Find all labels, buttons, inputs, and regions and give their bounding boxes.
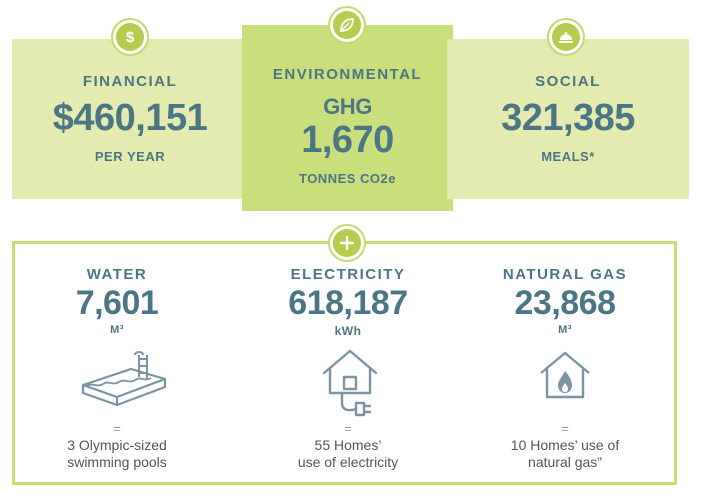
natural-gas-label: NATURAL GAS (502, 266, 628, 283)
environmental-value: 1,670 (301, 119, 394, 161)
natural-gas-desc-line2: natural gas” (528, 454, 602, 470)
water-equals: = (113, 421, 121, 436)
electricity-desc-line2: use of electricity (297, 454, 399, 470)
financial-panel: FINANCIAL $460,151 PER YEAR (12, 39, 248, 199)
natural-gas-desc-line1: 10 Homes’ use of (510, 437, 620, 453)
electricity-label: ELECTRICITY (290, 266, 406, 283)
water-desc-line2: swimming pools (67, 454, 167, 470)
water-description: 3 Olympic-sized swimming pools (17, 437, 217, 471)
financial-badge: $ (111, 18, 149, 56)
environmental-panel: ENVIRONMENTAL GHG 1,670 TONNES CO2e (242, 25, 453, 211)
social-panel: SOCIAL 321,385 MEALS* (447, 39, 689, 199)
natural-gas-description: 10 Homes’ use of natural gas” (465, 437, 665, 471)
leaf-icon (340, 18, 354, 32)
environmental-badge (328, 6, 366, 44)
natural-gas-unit: M³ (558, 324, 572, 336)
electricity-desc-line1: 55 Homes’ (314, 437, 382, 453)
electricity-description: 55 Homes’ use of electricity (248, 437, 448, 471)
environmental-unit: TONNES CO2e (298, 171, 396, 186)
environmental-label: ENVIRONMENTAL (272, 66, 423, 83)
financial-label: FINANCIAL (82, 73, 178, 90)
social-value: 321,385 (501, 97, 635, 139)
water-unit: M³ (110, 324, 124, 336)
electricity-unit: kWh (334, 324, 362, 338)
plus-badge (328, 224, 366, 262)
electricity-value: 618,187 (288, 284, 408, 322)
resource-savings-box: WATER 7,601 M³ = 3 Olympic-sized swimmin… (12, 241, 677, 485)
financial-unit: PER YEAR (94, 149, 166, 164)
house-plug-icon (322, 349, 378, 417)
electricity-equals: = (344, 421, 352, 436)
water-desc-line1: 3 Olympic-sized (67, 437, 167, 453)
house-flame-icon (540, 351, 590, 399)
dollar-icon: $ (126, 29, 135, 46)
social-unit: MEALS* (541, 149, 595, 164)
svg-text:$: $ (126, 29, 135, 46)
swimming-pool-icon (81, 351, 167, 407)
financial-value: $460,151 (52, 97, 208, 139)
plus-icon (339, 235, 355, 251)
water-label: WATER (86, 266, 148, 283)
natural-gas-value: 23,868 (514, 284, 617, 322)
social-label: SOCIAL (535, 73, 601, 90)
food-cloche-icon (559, 31, 573, 43)
environmental-metric: GHG (323, 94, 372, 119)
water-value: 7,601 (75, 284, 159, 322)
social-badge (547, 18, 585, 56)
natural-gas-equals: = (561, 421, 569, 436)
